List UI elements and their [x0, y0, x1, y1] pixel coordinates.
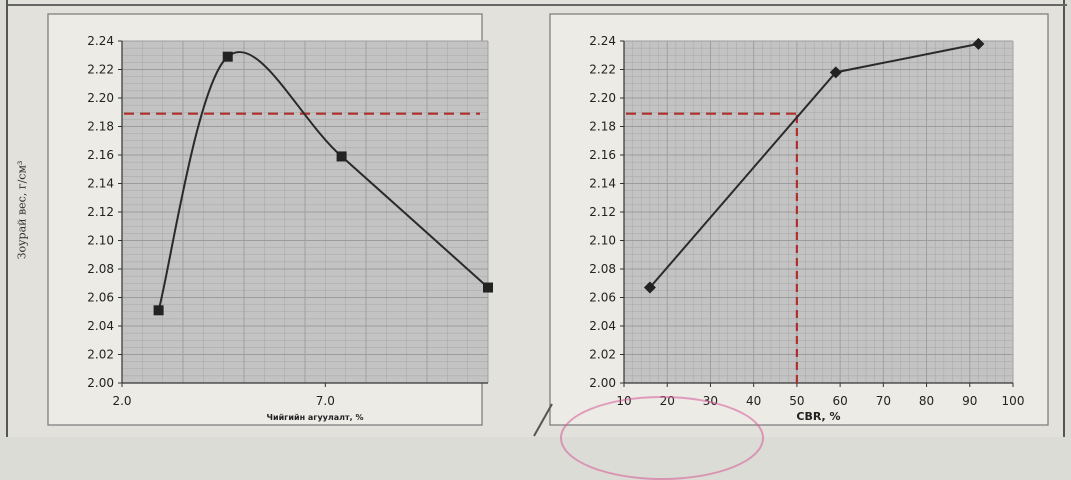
data-point — [829, 66, 842, 79]
y-tick-label: 2.08 — [589, 262, 616, 276]
series-line — [157, 51, 489, 311]
x-tick-label: 60 — [832, 394, 847, 408]
grid-lines — [121, 40, 489, 384]
y-tick-label: 2.04 — [87, 319, 114, 333]
x-tick-label: 7.0 — [316, 394, 335, 408]
data-point — [222, 51, 233, 62]
y-tick-label: 2.18 — [87, 120, 114, 134]
y-tick-label: 2.14 — [87, 177, 114, 191]
y-tick-label: 2.10 — [87, 234, 114, 248]
y-tick-label: 2.12 — [87, 205, 114, 219]
y-tick-label: 2.02 — [589, 348, 616, 362]
x-tick-label: 50 — [789, 394, 804, 408]
top-rule — [8, 4, 1067, 6]
charts-canvas: 2.00 2.02 2.04 2.06 2.08 2.10 2.12 2.14 2.16 2.18… — [47, 13, 1049, 426]
x-axis-label: Чийгийн агуулалт, % — [267, 413, 364, 422]
y-tick-label: 2.22 — [87, 63, 114, 77]
x-tick-label: 70 — [876, 394, 891, 408]
chart-cbr-density: 2.00 2.02 2.04 2.06 2.08 2.10 2.12 2.14 2.16 2.18… — [549, 13, 1049, 426]
y-tick-label: 2.06 — [87, 291, 114, 305]
x-tick-label: 2.0 — [112, 394, 131, 408]
y-tick-label: 2.02 — [87, 348, 114, 362]
y-tick-label: 2.18 — [589, 120, 616, 134]
data-point — [483, 282, 493, 293]
pen-mark — [533, 403, 553, 437]
y-tick-label: 2.06 — [589, 291, 616, 305]
y-tick-label: 2.04 — [589, 319, 616, 333]
data-point — [972, 37, 985, 50]
y-tick-label: 2.10 — [589, 234, 616, 248]
x-tick-label: 80 — [919, 394, 934, 408]
y-tick-label: 2.22 — [589, 63, 616, 77]
y-tick-label: 2.20 — [589, 91, 616, 105]
chart-moisture-density: 2.00 2.02 2.04 2.06 2.08 2.10 2.12 2.14 2.16 2.18… — [47, 13, 493, 426]
y-tick-label: 2.16 — [87, 148, 114, 162]
y-tick-label: 2.08 — [87, 262, 114, 276]
y-tick-label: 2.24 — [87, 34, 114, 48]
y-tick-label: 2.00 — [87, 376, 114, 390]
data-point — [643, 281, 656, 294]
x-tick-label: 90 — [962, 394, 977, 408]
data-point — [336, 151, 347, 162]
y-tick-label: 2.16 — [589, 148, 616, 162]
grid-lines — [623, 40, 1014, 384]
stamp-mark — [560, 396, 764, 480]
x-axis-label: СВR, % — [796, 410, 840, 423]
y-tick-label: 2.14 — [589, 177, 616, 191]
y-tick-label: 2.24 — [589, 34, 616, 48]
y-tick-label: 2.00 — [589, 376, 616, 390]
y-tick-label: 2.12 — [589, 205, 616, 219]
data-point — [153, 305, 164, 316]
y-tick-label: 2.20 — [87, 91, 114, 105]
x-tick-label: 40 — [746, 394, 761, 408]
x-tick-label: 100 — [1002, 394, 1025, 408]
